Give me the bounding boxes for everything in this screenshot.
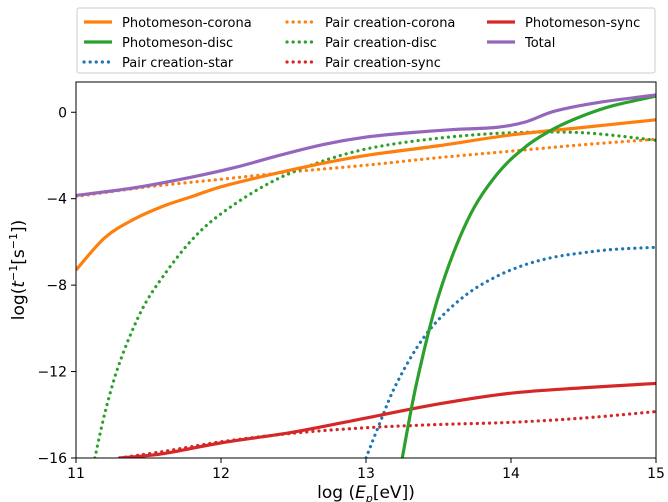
y-axis-label-suffix: ]) [9,220,29,233]
x-axis-label: log (Ep[eV]) [317,483,415,502]
x-axis-label-symbol: E [355,483,366,502]
series-line-pair-creation-corona [76,137,656,199]
x-tick-label: 15 [647,466,665,482]
x-tick-label: 12 [212,466,230,482]
y-tick-label: −16 [37,451,67,467]
series-line-photomeson-sync [119,381,656,458]
legend-label-pair-creation-sync: Pair creation-sync [325,56,441,71]
y-tick-label: −4 [46,192,67,208]
series-line-photomeson-corona [76,118,656,272]
y-tick-label: −8 [46,278,67,294]
y-axis-label-prefix: log( [9,288,29,321]
y-axis-label-exp1: −1 [7,265,20,281]
x-tick-label: 11 [67,466,85,482]
y-axis-label-symbol: t [9,280,29,288]
legend-label-pair-creation-disc: Pair creation-disc [325,36,437,51]
x-axis-label-prefix: log ( [317,483,355,502]
x-tick-label: 13 [357,466,375,482]
legend-label-total: Total [524,36,555,51]
legend-label-photomeson-sync: Photomeson-sync [525,16,640,31]
x-axis-label-subscript: p [365,492,373,502]
legend-label-photomeson-corona: Photomeson-corona [122,16,252,31]
legend-label-photomeson-disc: Photomeson-disc [122,36,233,51]
series-line-photomeson-disc [400,94,656,458]
series-line-pair-creation-sync [117,409,656,458]
y-axis-label-exp2: −1 [7,233,20,249]
legend-label-pair-creation-corona: Pair creation-corona [325,16,455,31]
y-tick-label: −12 [37,365,67,381]
y-axis-label: log(t−1[s−1]) [7,220,29,320]
y-axis-label-unit: [s [9,249,29,265]
series-line-pair-creation-star [364,245,656,458]
legend: Photomeson-corona Photomeson-disc Pair cre… [76,7,656,74]
legend-frame [76,7,656,74]
series-line-total [76,93,656,198]
x-tick-label: 14 [502,466,520,482]
legend-label-pair-creation-star: Pair creation-star [122,56,234,71]
y-tick-label: 0 [58,105,67,121]
x-axis-label-unit: [eV]) [373,483,415,502]
